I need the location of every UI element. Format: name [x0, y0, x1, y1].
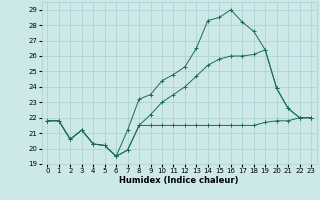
X-axis label: Humidex (Indice chaleur): Humidex (Indice chaleur) [119, 176, 239, 185]
